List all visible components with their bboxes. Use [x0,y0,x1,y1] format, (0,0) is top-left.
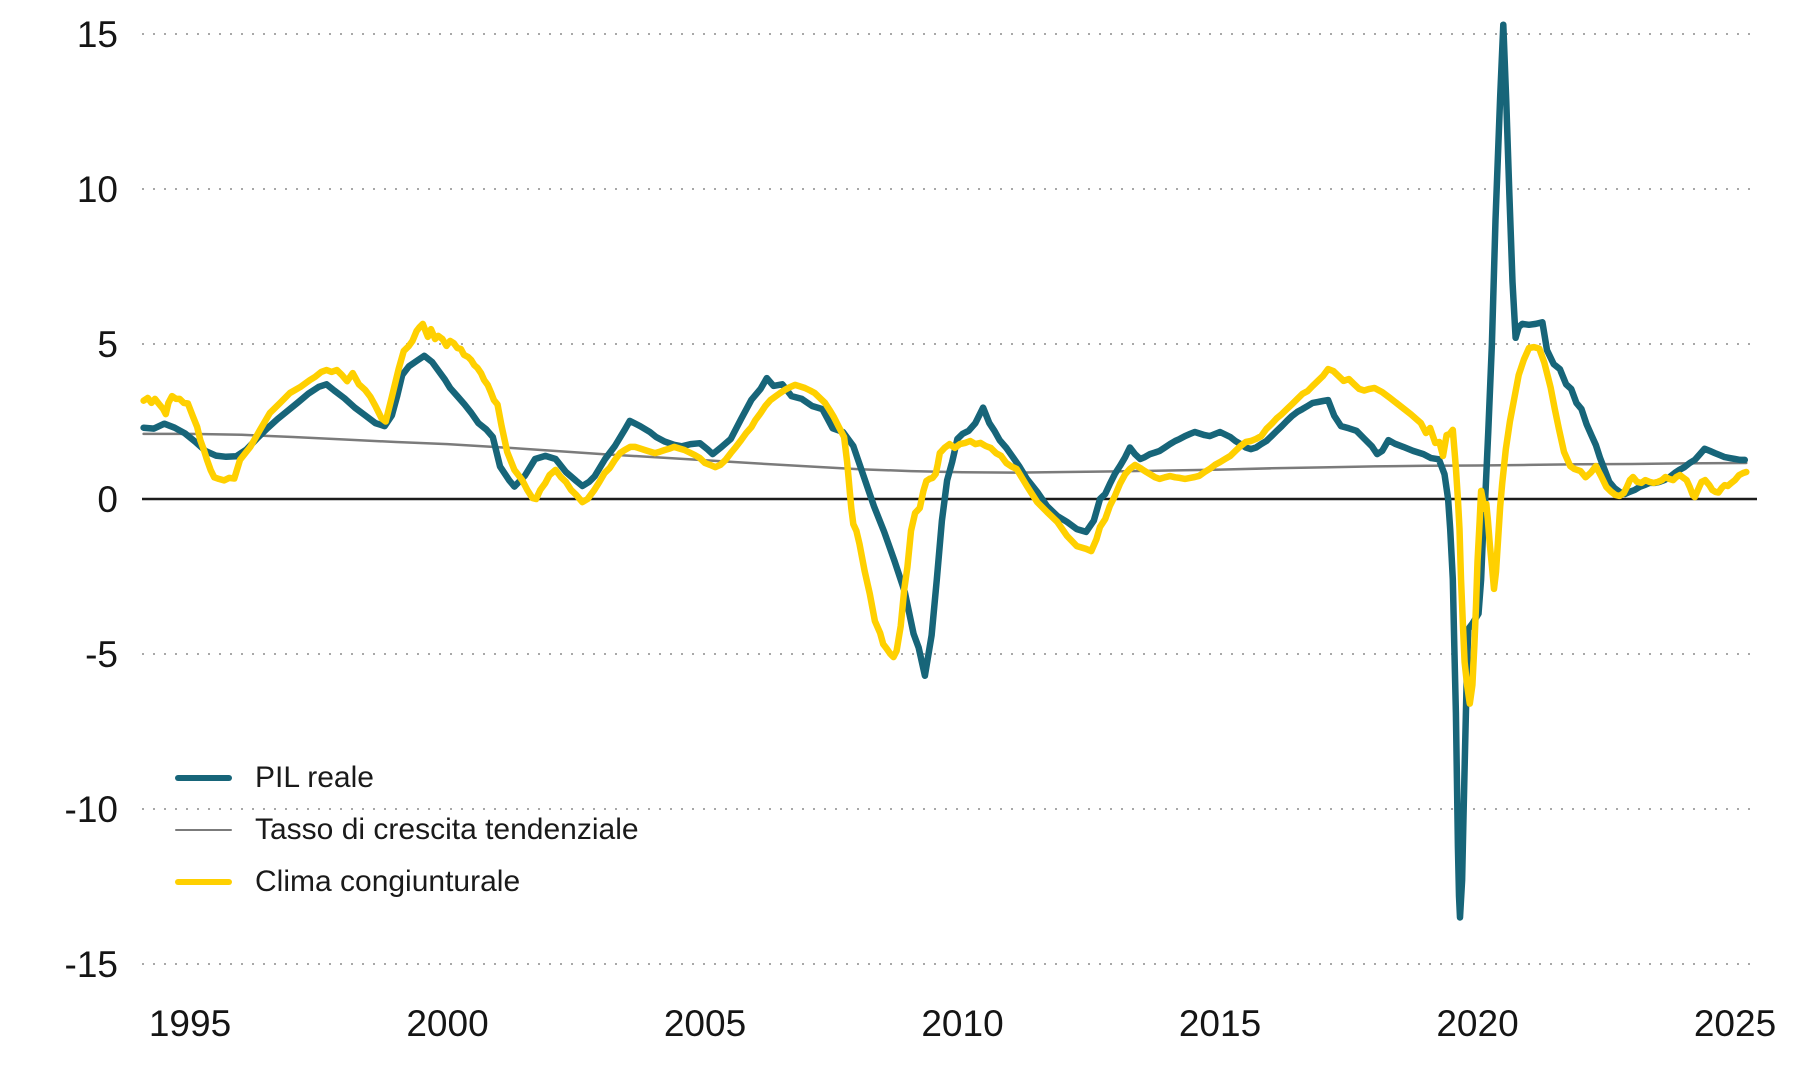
x-tick-label: 2025 [1694,1003,1776,1044]
y-tick-label: -10 [65,789,118,830]
legend-swatch [175,774,232,782]
x-tick-label: 2020 [1436,1003,1518,1044]
legend-item-tasso-di-crescita: Tasso di crescita tendenziale [175,804,639,856]
y-tick-label: 5 [97,324,118,365]
legend: PIL reale Tasso di crescita tendenziale … [175,752,639,908]
x-tick-label: 2000 [406,1003,488,1044]
legend-label: PIL reale [255,761,374,794]
legend-swatch [175,828,232,832]
y-tick-label: -15 [65,944,118,985]
legend-item-clima-congiunturale: Clima congiunturale [175,856,639,908]
legend-swatch [175,878,232,886]
y-tick-label: 15 [77,14,118,55]
y-tick-label: 10 [77,169,118,210]
y-tick-label: -5 [85,634,118,675]
series-line-clima-congiunturale [140,320,1750,707]
legend-label: Clima congiunturale [255,865,521,898]
y-tick-label: 0 [97,479,118,520]
legend-label: Tasso di crescita tendenziale [255,813,639,846]
x-tick-label: 1995 [149,1003,231,1044]
series-line-pil-reale [140,21,1749,921]
legend-item-pil-reale: PIL reale [175,752,639,804]
x-tick-label: 2005 [664,1003,746,1044]
x-tick-label: 2010 [921,1003,1003,1044]
x-tick-label: 2015 [1179,1003,1261,1044]
